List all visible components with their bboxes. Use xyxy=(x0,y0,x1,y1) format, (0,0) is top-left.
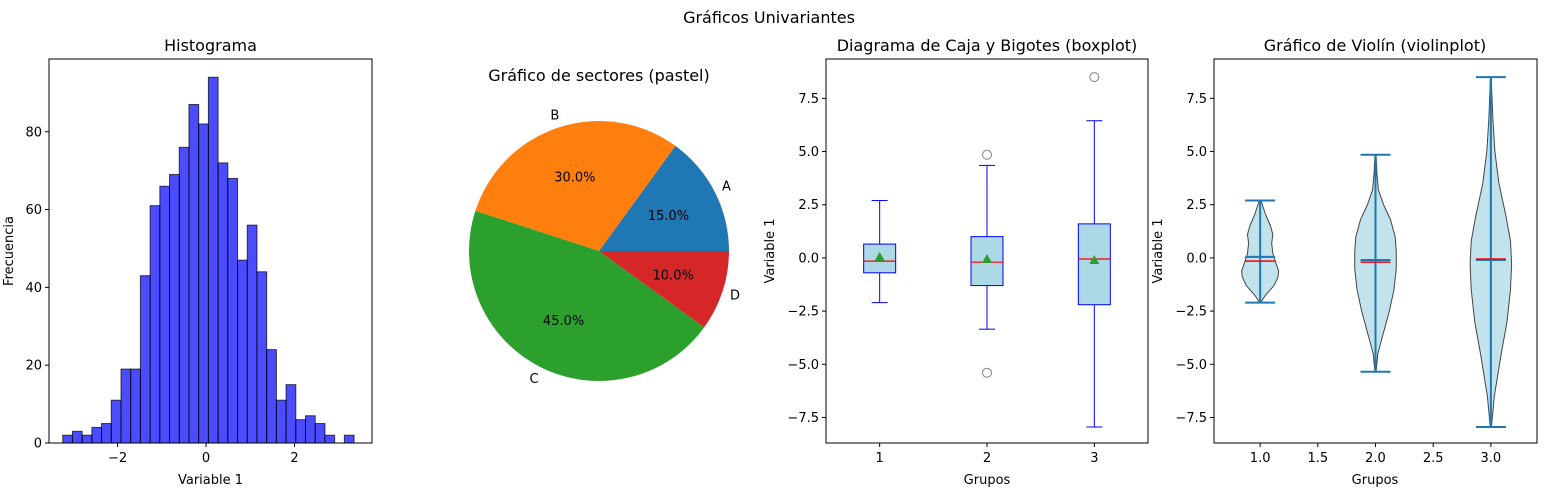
boxplot-ylabel: Variable 1 xyxy=(763,218,778,283)
histogram-x-tick-label: −2 xyxy=(108,451,127,466)
violin-x-tick-label: 2.0 xyxy=(1365,451,1386,466)
pie-pct-label: 30.0% xyxy=(554,170,595,185)
violin-x-tick-label: 3.0 xyxy=(1481,451,1502,466)
violin-title: Gráfico de Violín (violinplot) xyxy=(1264,36,1486,55)
violin-y-tick-label: 2.5 xyxy=(1186,198,1207,213)
boxplot-y-tick-label: −2.5 xyxy=(787,305,819,320)
boxplot-outlier xyxy=(1090,73,1099,82)
histogram-y-tick-label: 20 xyxy=(25,359,42,374)
histogram-bar xyxy=(189,105,199,443)
violin-y-tick-label: −7.5 xyxy=(1175,411,1207,426)
pie-pct-label: 15.0% xyxy=(648,209,689,224)
histogram-bar xyxy=(238,260,248,443)
pie-label: D xyxy=(730,289,740,304)
histogram-y-tick-label: 0 xyxy=(34,437,42,452)
boxplot-y-tick-label: −5.0 xyxy=(787,358,819,373)
histogram-bar xyxy=(140,276,150,443)
histogram-bar xyxy=(296,420,306,443)
pie-label: C xyxy=(530,372,539,387)
boxplot-x-tick-label: 3 xyxy=(1090,451,1098,466)
histogram-bar xyxy=(315,424,325,443)
histogram-bar xyxy=(247,225,257,443)
histogram-bar xyxy=(160,186,170,443)
histogram-bar xyxy=(199,124,209,443)
violin-y-tick-label: 5.0 xyxy=(1186,145,1207,160)
boxplot-y-tick-label: 7.5 xyxy=(798,92,819,107)
boxplot-xlabel: Grupos xyxy=(964,473,1011,488)
boxplot-y-tick-label: 0.0 xyxy=(798,251,819,266)
histogram-bar xyxy=(111,400,121,443)
boxplot-panel: Diagrama de Caja y Bigotes (boxplot) Gru… xyxy=(763,36,1148,488)
histogram-title: Histograma xyxy=(164,36,257,55)
histogram-bar xyxy=(179,147,189,443)
histogram-bar xyxy=(228,178,238,443)
histogram-bar xyxy=(170,175,180,443)
pie-panel: Gráfico de sectores (pastel) A 15.0% B 30.0… xyxy=(469,66,740,387)
boxplot-y-tick-label: 5.0 xyxy=(798,145,819,160)
histogram-xlabel: Variable 1 xyxy=(178,473,243,488)
histogram-y-tick-label: 80 xyxy=(25,125,42,140)
histogram-bar xyxy=(92,427,102,443)
figure-suptitle: Gráficos Univariantes xyxy=(683,8,855,27)
boxplot-outlier xyxy=(983,150,992,159)
violin-y-tick-label: 0.0 xyxy=(1186,251,1207,266)
boxplot-x-tick-label: 1 xyxy=(876,451,884,466)
violin-x-tick-label: 2.5 xyxy=(1423,451,1444,466)
histogram-bar xyxy=(131,369,141,443)
pie-label: A xyxy=(722,180,731,195)
histogram-x-tick-label: 2 xyxy=(290,451,298,466)
histogram-bar xyxy=(208,77,218,443)
pie-pct-label: 10.0% xyxy=(653,269,694,284)
boxplot-title: Diagrama de Caja y Bigotes (boxplot) xyxy=(837,36,1138,55)
histogram-x-tick-label: 0 xyxy=(202,451,210,466)
violin-xlabel: Grupos xyxy=(1352,473,1399,488)
histogram-bar xyxy=(276,400,286,443)
boxplot-box xyxy=(1078,224,1110,305)
violin-panel: Gráfico de Violín (violinplot) Grupos Va… xyxy=(1151,36,1537,488)
violin-y-tick-label: −2.5 xyxy=(1175,305,1207,320)
histogram-bar xyxy=(257,272,267,443)
histogram-bar xyxy=(82,435,92,443)
violin-ylabel: Variable 1 xyxy=(1151,218,1166,283)
pie-label: B xyxy=(550,108,559,123)
histogram-bar xyxy=(150,206,160,443)
histogram-bar xyxy=(344,435,354,443)
pie-pct-label: 45.0% xyxy=(543,314,584,329)
histogram-y-tick-label: 60 xyxy=(25,203,42,218)
histogram-bar xyxy=(267,350,277,443)
boxplot-y-tick-label: −7.5 xyxy=(787,411,819,426)
histogram-bar xyxy=(325,435,335,443)
histogram-bar xyxy=(286,385,296,443)
histogram-bar xyxy=(218,163,228,443)
pie-title: Gráfico de sectores (pastel) xyxy=(488,66,710,85)
histogram-bar xyxy=(102,424,112,443)
histogram-panel: Histograma Variable 1 Frecuencia 0204060… xyxy=(2,36,372,488)
violin-x-tick-label: 1.5 xyxy=(1307,451,1328,466)
histogram-ylabel: Frecuencia xyxy=(2,216,17,286)
violin-y-tick-label: −5.0 xyxy=(1175,358,1207,373)
histogram-bar xyxy=(306,416,316,443)
boxplot-x-tick-label: 2 xyxy=(983,451,991,466)
boxplot-y-tick-label: 2.5 xyxy=(798,198,819,213)
histogram-bar xyxy=(63,435,73,443)
boxplot-outlier xyxy=(983,368,992,377)
histogram-y-tick-label: 40 xyxy=(25,281,42,296)
violin-y-tick-label: 7.5 xyxy=(1186,92,1207,107)
histogram-bar xyxy=(72,431,82,443)
histogram-bar xyxy=(121,369,131,443)
violin-x-tick-label: 1.0 xyxy=(1250,451,1271,466)
